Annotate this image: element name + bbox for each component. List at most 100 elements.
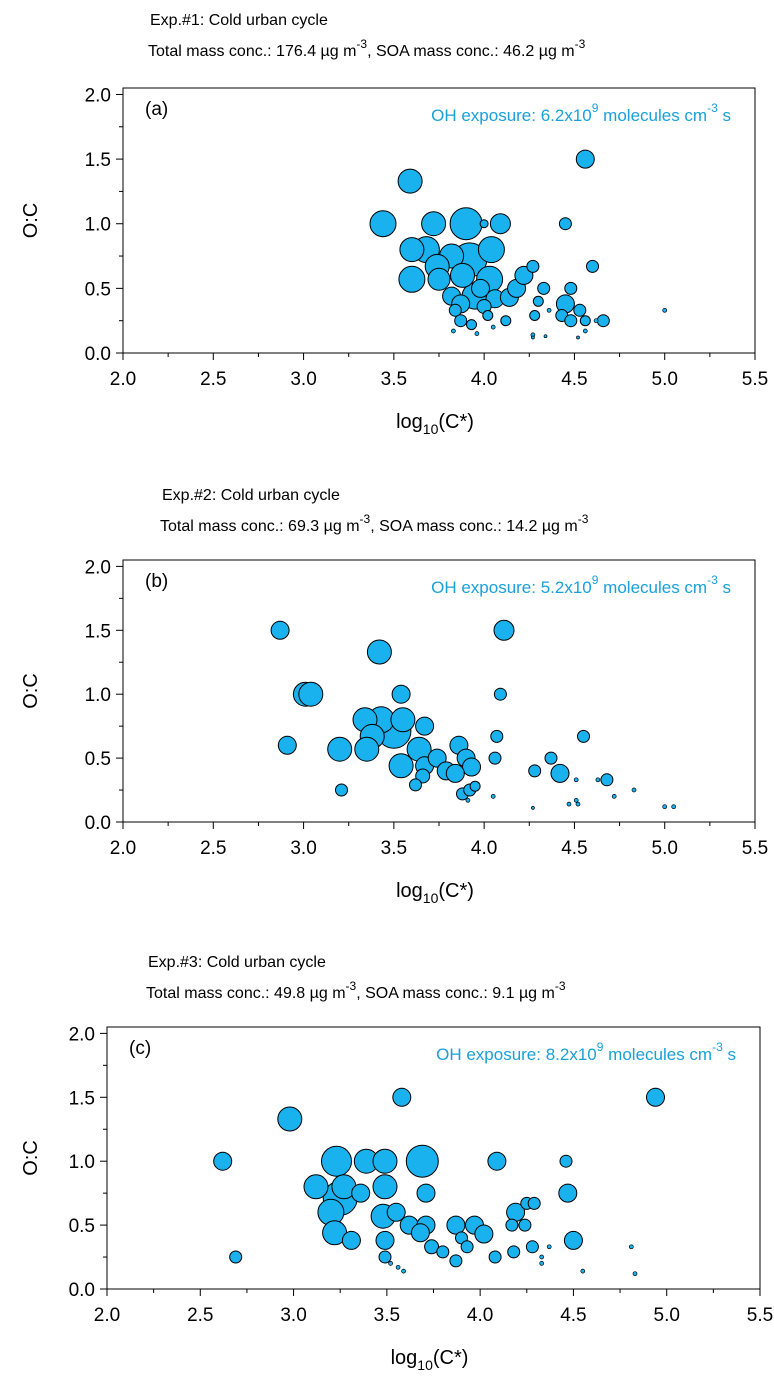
data-point — [575, 149, 595, 169]
data-point — [474, 331, 480, 336]
data-point — [631, 787, 637, 793]
data-markers — [369, 149, 668, 340]
data-point — [391, 684, 411, 704]
data-point — [488, 1250, 502, 1264]
panel-label: (b) — [145, 571, 168, 592]
x-tick-label: 5.0 — [654, 1305, 680, 1326]
data-point — [662, 307, 668, 313]
data-point — [563, 1230, 583, 1250]
data-point — [477, 236, 505, 264]
data-point — [529, 310, 541, 321]
oh-exposure-annotation: OH exposure: 5.2x109 molecules cm-3 s — [431, 573, 731, 597]
data-point — [573, 797, 579, 803]
data-point — [386, 1202, 406, 1222]
y-tick-label: 2.0 — [85, 557, 111, 578]
data-point — [327, 736, 353, 762]
oh-exposure-unit: molecules cm — [598, 578, 707, 597]
data-point — [490, 324, 496, 330]
soa-mass-text: , SOA mass conc.: 46.2 µg m — [367, 43, 575, 60]
data-point — [450, 262, 475, 288]
x-axis-label: log10(C*) — [396, 411, 474, 437]
data-point — [466, 319, 477, 331]
x-tick-label: 3.0 — [290, 369, 316, 390]
data-point — [579, 315, 591, 327]
data-point — [448, 303, 462, 317]
x-tick-label: 2.0 — [110, 369, 136, 390]
x-axis-label-subscript: 10 — [423, 421, 439, 437]
data-point — [487, 1151, 507, 1171]
x-tick-label: 3.5 — [381, 838, 407, 859]
data-point — [544, 751, 558, 765]
oh-exposure-text: OH exposure: 8.2x10 — [436, 1045, 597, 1064]
data-point — [632, 1271, 638, 1277]
data-point — [580, 1268, 586, 1274]
x-axis-label-base: log — [396, 411, 423, 433]
data-point — [559, 1154, 573, 1168]
y-tick-label: 1.5 — [85, 150, 111, 171]
data-point — [671, 804, 677, 810]
x-tick-label: 4.0 — [467, 1305, 493, 1326]
y-tick-label: 1.0 — [69, 1152, 95, 1173]
data-point — [277, 1106, 303, 1132]
data-point — [410, 1223, 430, 1243]
data-point — [537, 281, 551, 295]
data-point — [398, 265, 426, 293]
data-point — [388, 1261, 393, 1266]
data-point — [372, 1148, 398, 1174]
x-axis-label-end: (C*) — [433, 1347, 469, 1369]
data-point — [490, 794, 496, 799]
data-point — [446, 1215, 466, 1235]
data-point — [525, 1240, 539, 1254]
data-point — [573, 777, 579, 783]
x-tick-label: 2.5 — [200, 838, 226, 859]
data-point — [546, 1244, 552, 1250]
data-point — [378, 1250, 392, 1264]
x-axis-label-base: log — [396, 880, 423, 902]
data-point — [573, 303, 587, 317]
data-point — [388, 753, 414, 779]
y-axis-label: O:C — [20, 203, 42, 239]
data-point — [449, 207, 483, 241]
plot-frame — [122, 559, 756, 823]
unit-exponent: -3 — [575, 37, 586, 51]
soa-mass-text: , SOA mass conc.: 9.1 µg m — [356, 985, 555, 1002]
data-point — [395, 1264, 401, 1270]
data-point — [490, 729, 504, 743]
experiment-title: Exp.#2: Cold urban cycle — [162, 487, 340, 504]
y-tick-label: 1.0 — [85, 215, 111, 236]
x-tick-label: 4.0 — [471, 369, 497, 390]
x-tick-label: 3.5 — [374, 1305, 400, 1326]
x-axis-label-subscript: 10 — [423, 890, 439, 906]
y-tick-label: 2.0 — [69, 1024, 95, 1045]
data-point — [390, 707, 416, 733]
data-point — [298, 681, 324, 707]
data-point — [416, 1183, 436, 1203]
data-point — [595, 777, 601, 783]
x-tick-label: 5.0 — [652, 838, 678, 859]
data-point — [600, 773, 614, 787]
x-axis-label-end: (C*) — [438, 880, 474, 902]
unit-exponent: -3 — [360, 512, 371, 526]
x-tick-label: 4.5 — [561, 369, 587, 390]
oh-exposure-annotation: OH exposure: 6.2x109 molecules cm-3 s — [431, 101, 731, 125]
data-point — [270, 620, 290, 640]
data-point — [454, 314, 468, 328]
y-tick-label: 2.0 — [85, 85, 111, 106]
total-mass-text: Total mass conc.: 49.8 µg m — [146, 985, 346, 1002]
chart-panel-2: Exp.#2: Cold urban cycle Total mass conc.… — [20, 487, 768, 906]
data-point — [662, 804, 668, 810]
data-point — [421, 211, 447, 237]
data-point — [539, 1254, 545, 1260]
data-point — [500, 315, 512, 327]
data-point — [493, 619, 515, 641]
oh-exposure-unit-end: s — [718, 578, 731, 597]
y-tick-label: 0.5 — [85, 279, 111, 300]
mass-concentration-label: Total mass conc.: 49.8 µg m-3, SOA mass … — [146, 979, 566, 1002]
data-point — [479, 219, 489, 229]
data-point — [335, 783, 348, 797]
data-point — [526, 259, 540, 273]
experiment-title-text: Exp.#3: Cold urban cycle — [148, 954, 326, 971]
oh-exposure-unit: molecules cm — [598, 106, 707, 125]
x-tick-label: 5.0 — [652, 369, 678, 390]
